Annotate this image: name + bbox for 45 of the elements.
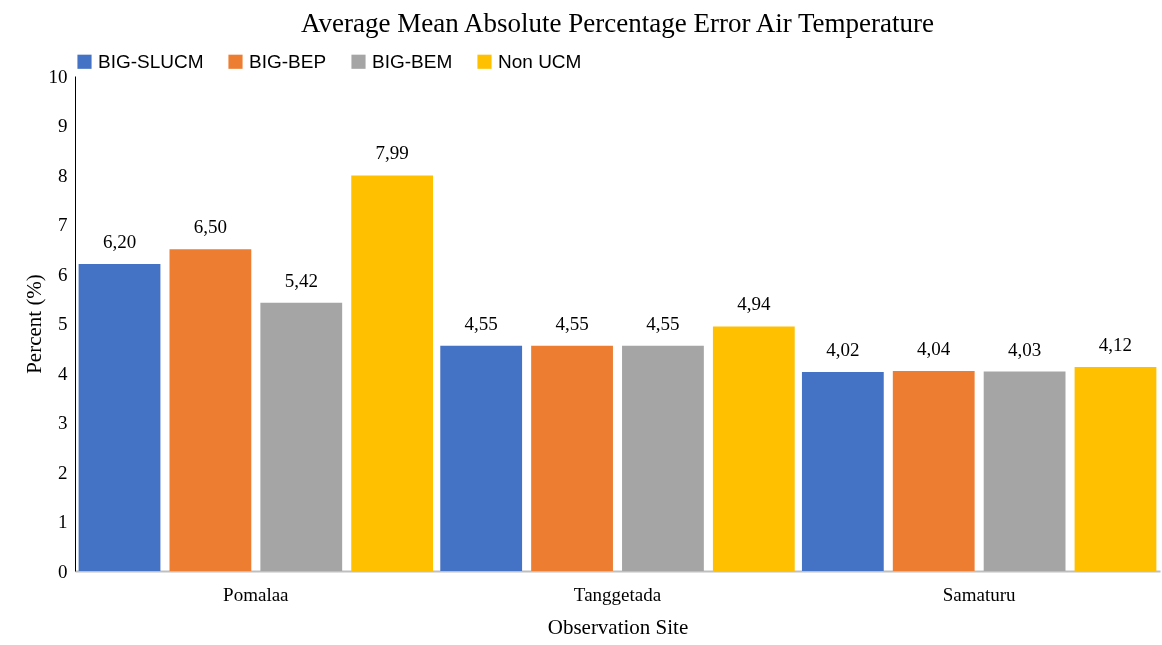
bar: [801, 372, 884, 571]
data-label: 6,50: [193, 216, 228, 238]
y-tick-label: 6: [58, 263, 68, 285]
x-tick-label: Tanggetada: [573, 583, 662, 605]
x-tick-label: Samaturu: [942, 583, 1017, 605]
y-tick-label: 8: [58, 164, 68, 186]
data-label: 4,55: [464, 312, 498, 334]
chart-title: Average Mean Absolute Percentage Error Air Temperature: [301, 8, 934, 38]
legend-label: BIG-BEM: [372, 50, 453, 72]
y-tick-label: 10: [48, 65, 68, 87]
y-tick-label: 3: [58, 412, 68, 433]
data-label: 4,12: [1098, 334, 1133, 356]
bar: [440, 345, 523, 571]
y-tick-label: 2: [58, 461, 68, 483]
data-label: 4,04: [917, 338, 951, 360]
bar: [78, 264, 161, 571]
data-label: 4,55: [555, 312, 589, 334]
bar: [622, 345, 704, 571]
bar: [1074, 367, 1157, 571]
y-axis-title: Percent (%): [21, 274, 46, 374]
y-tick-label: 9: [58, 115, 68, 136]
x-tick-label: Pomalaa: [223, 583, 290, 605]
data-label: 6,20: [102, 231, 137, 253]
data-label: 4,02: [826, 339, 860, 361]
data-label: 5,42: [284, 269, 318, 291]
data-label: 4,94: [737, 293, 771, 315]
bar: [892, 371, 975, 571]
legend-label: Non UCM: [498, 50, 582, 72]
y-tick-label: 7: [58, 214, 68, 235]
bar: [260, 302, 343, 571]
bar: [712, 326, 795, 571]
x-axis-title: Observation Site: [547, 614, 689, 639]
bar: [351, 175, 434, 571]
y-tick-label: 4: [58, 362, 68, 384]
y-tick-label: 5: [58, 313, 68, 334]
bar: [169, 249, 252, 571]
bar: [983, 371, 1066, 571]
data-label: 4,55: [646, 312, 680, 334]
data-label: 4,03: [1007, 338, 1042, 360]
y-tick-label: 0: [58, 560, 68, 582]
data-label: 7,99: [375, 142, 409, 164]
bar: [531, 345, 613, 571]
y-tick-label: 1: [58, 511, 68, 532]
legend-label: BIG-BEP: [249, 50, 327, 72]
legend-label: BIG-SLUCM: [98, 50, 204, 72]
